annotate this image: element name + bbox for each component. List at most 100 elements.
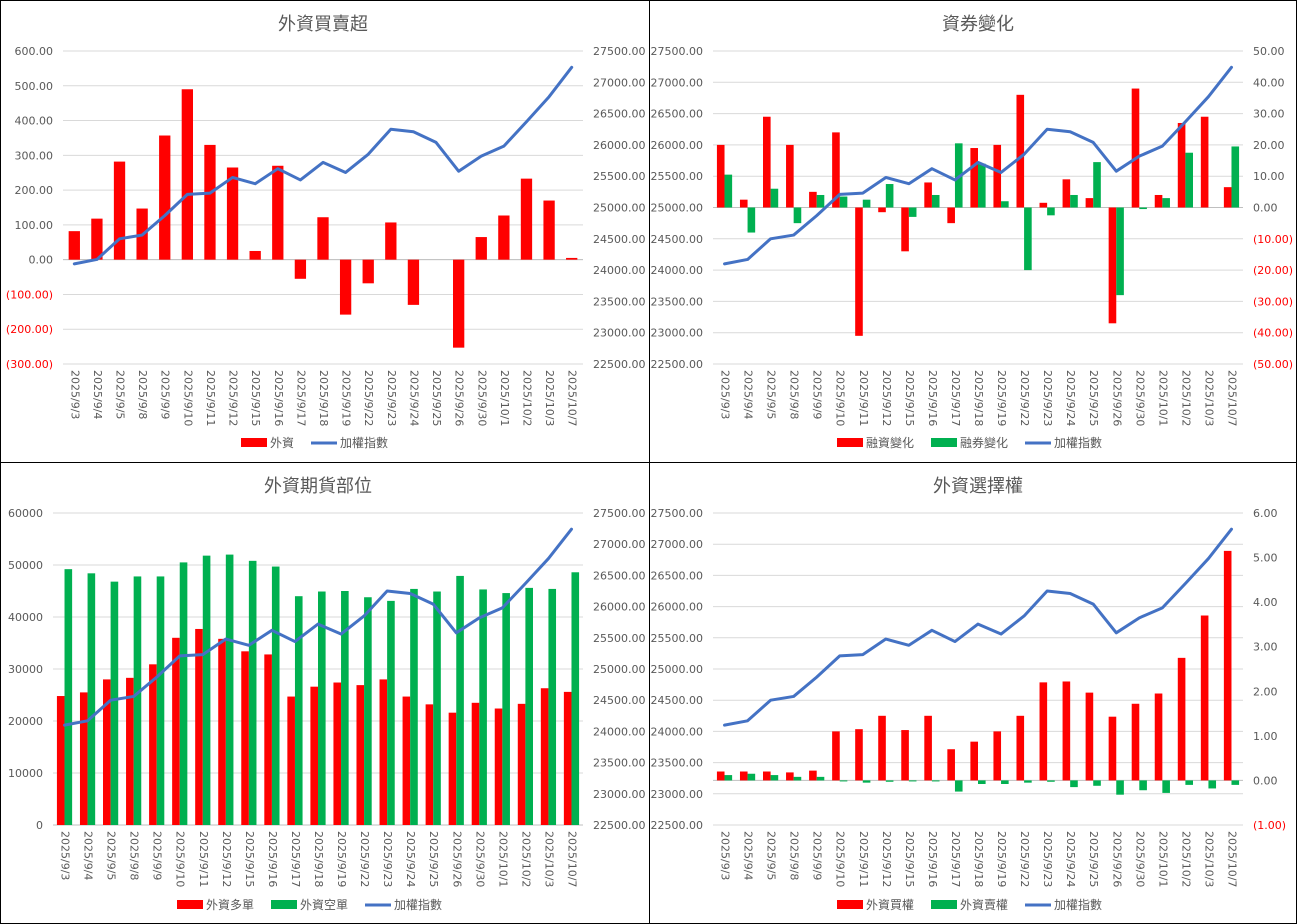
right-axis-tick-label: (30.00) — [1253, 295, 1293, 308]
legend-label: 加權指數 — [1054, 435, 1102, 450]
x-axis-tick-label: 2025/9/15 — [903, 370, 916, 426]
bar — [1185, 780, 1193, 785]
x-axis-tick-label: 2025/9/26 — [450, 831, 463, 887]
right-axis-tick-label: 24000.00 — [593, 725, 646, 738]
x-axis-tick-label: 2025/9/4 — [82, 831, 95, 880]
x-axis-tick-label: 2025/9/16 — [272, 370, 285, 426]
bar — [272, 165, 284, 260]
x-axis-tick-label: 2025/9/30 — [1133, 831, 1146, 887]
bar — [878, 715, 886, 781]
bar — [425, 704, 434, 825]
x-axis-labels: 2025/9/3 2025/9/4 2025/9/5 2025/9/8 2025/9/9… — [719, 831, 1239, 887]
bar — [1016, 94, 1025, 208]
x-axis-labels: 2025/9/3 2025/9/4 2025/9/5 2025/9/8 2025/9/9… — [59, 831, 579, 887]
bar — [433, 591, 441, 825]
x-axis-tick-label: 2025/9/8 — [788, 831, 801, 880]
bar — [816, 776, 825, 781]
bar — [970, 148, 978, 208]
bar — [195, 628, 203, 825]
right-axis-labels: (1.00) 0.00 1.00 2.00 3.00 4.00 5.00 6.00 — [1253, 507, 1286, 832]
chart-panel-foreign-net: 外資買賣超 (300.00) (200.00) (100.00) 0.00 100.00 2… — [0, 0, 650, 463]
right-axis-tick-label: 23000.00 — [593, 327, 646, 340]
legend-swatch — [931, 900, 957, 909]
x-axis-tick-label: 2025/9/19 — [340, 370, 353, 426]
legend-swatch — [837, 438, 863, 447]
bar — [498, 215, 510, 260]
x-axis-tick-label: 2025/10/7 — [1225, 831, 1238, 887]
bar — [1177, 122, 1186, 208]
bar — [978, 780, 986, 784]
bar — [770, 775, 779, 781]
bar — [68, 231, 80, 260]
x-axis-tick-label: 2025/10/3 — [1202, 831, 1215, 887]
right-axis-tick-label: 25000.00 — [593, 202, 646, 215]
bar — [1062, 681, 1071, 781]
bar — [763, 116, 771, 208]
chart-panel-foreign-options: 外資選擇權 22500.00 23000.00 23500.00 24000.00 245… — [649, 462, 1297, 924]
x-axis-tick-label: 2025/9/16 — [926, 370, 939, 426]
series-外資空單 — [64, 554, 580, 825]
bar — [1231, 146, 1240, 208]
bar — [809, 770, 817, 781]
right-axis-tick-label: 25500.00 — [593, 632, 646, 645]
legend: 外資買權 外資賣權 加權指數 — [837, 897, 1102, 912]
x-axis-tick-label: 2025/9/23 — [1041, 831, 1054, 887]
x-axis-tick-label: 2025/10/7 — [566, 370, 579, 426]
bar — [1001, 780, 1009, 784]
gridlines — [713, 512, 1243, 826]
x-axis-labels: 2025/9/3 2025/9/4 2025/9/5 2025/9/8 2025/9/9… — [68, 370, 578, 426]
x-axis-tick-label: 2025/9/5 — [765, 831, 778, 880]
x-axis-tick-label: 2025/9/10 — [834, 831, 847, 887]
bar — [1131, 88, 1140, 208]
bar — [543, 200, 555, 260]
bar — [1154, 693, 1163, 781]
chart-title: 外資期貨部位 — [264, 476, 372, 497]
bar — [362, 259, 374, 284]
left-axis-tick-label: 23500.00 — [651, 295, 704, 308]
bar — [379, 679, 388, 825]
bar — [1177, 657, 1186, 781]
x-axis-tick-label: 2025/10/2 — [1179, 831, 1192, 887]
bar — [385, 222, 397, 260]
right-axis-tick-label: 0.00 — [1253, 202, 1278, 215]
bar — [410, 588, 418, 825]
x-axis-tick-label: 2025/10/7 — [1225, 370, 1238, 426]
bar — [793, 207, 802, 224]
bar — [954, 780, 963, 792]
bar — [103, 679, 111, 825]
legend-swatch — [931, 438, 957, 447]
right-axis-tick-label: 27500.00 — [593, 45, 646, 58]
left-axis-tick-label: 60000 — [8, 507, 43, 520]
x-axis-tick-label: 2025/9/3 — [719, 370, 732, 419]
right-axis-tick-label: 26000.00 — [593, 139, 646, 152]
bar — [862, 780, 871, 783]
bar — [832, 731, 840, 781]
x-axis-tick-label: 2025/10/3 — [1202, 370, 1215, 426]
bar — [816, 194, 825, 208]
bar — [1200, 615, 1209, 781]
bar — [56, 696, 65, 825]
bar — [1108, 716, 1117, 781]
bar — [970, 741, 978, 781]
chart-svg-margin-change: 資券變化 22500.00 23000.00 23500.00 24000.00 2450… — [651, 14, 1294, 450]
bar — [264, 654, 272, 825]
x-axis-tick-label: 2025/9/24 — [1064, 831, 1077, 887]
right-axis-tick-label: 24500.00 — [593, 694, 646, 707]
right-axis-tick-label: (20.00) — [1253, 264, 1293, 277]
bar — [1085, 692, 1094, 781]
bar — [181, 89, 193, 260]
bar — [91, 218, 103, 260]
left-axis-labels: 22500.00 23000.00 23500.00 24000.00 24500.00… — [651, 507, 704, 832]
series-外資賣權 — [724, 773, 1240, 795]
left-axis-tick-label: 23500.00 — [651, 757, 704, 770]
chart-title: 外資買賣超 — [278, 14, 368, 35]
x-axis-tick-label: 2025/9/24 — [404, 831, 417, 887]
x-axis-tick-label: 2025/9/19 — [995, 831, 1008, 887]
left-axis-tick-label: 100.00 — [15, 219, 54, 232]
bar — [1047, 207, 1055, 216]
x-axis-tick-label: 2025/9/15 — [249, 370, 262, 426]
bar — [159, 135, 171, 260]
right-axis-tick-label: (1.00) — [1253, 819, 1286, 832]
x-axis-tick-label: 2025/9/23 — [381, 831, 394, 887]
